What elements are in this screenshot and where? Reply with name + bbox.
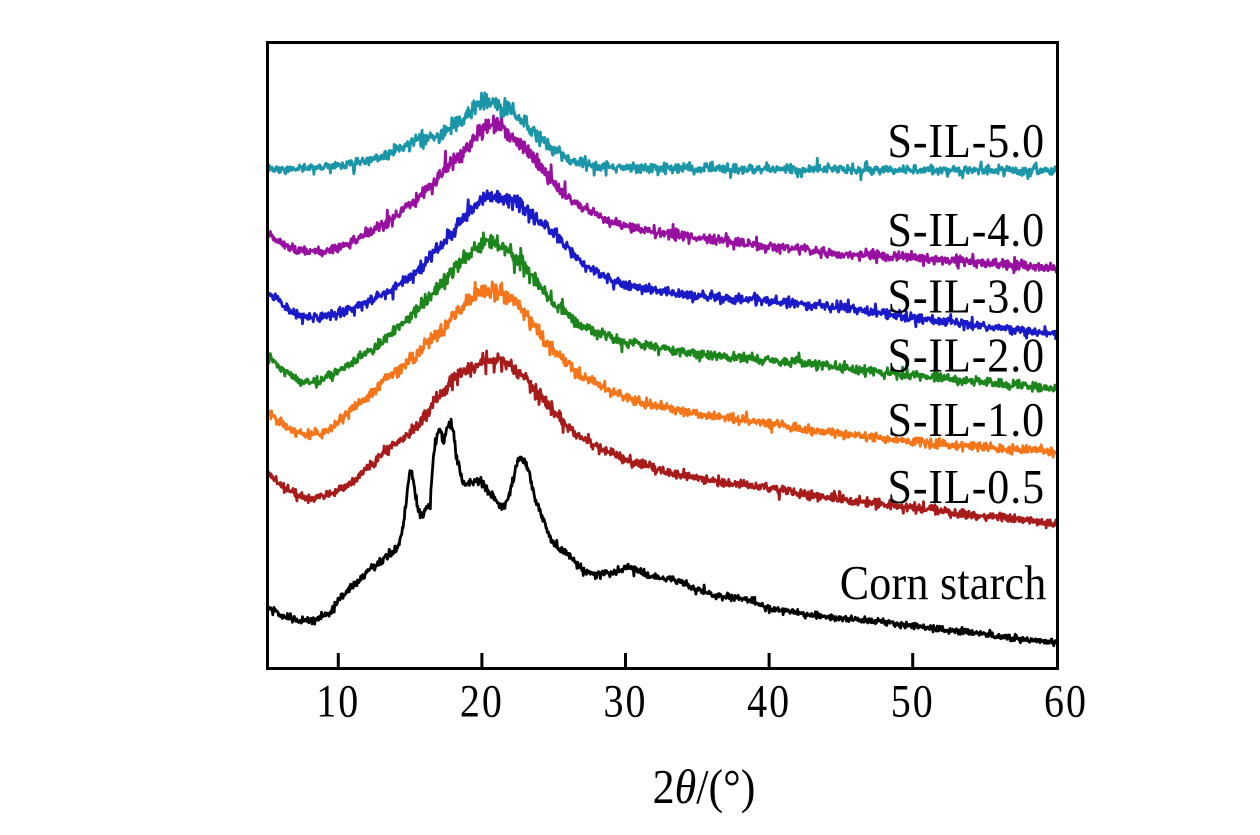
svg-text:2θ/(°): 2θ/(°) — [653, 761, 756, 814]
svg-text:20: 20 — [460, 676, 504, 728]
svg-text:S-IL-3.0: S-IL-3.0 — [887, 271, 1045, 324]
svg-text:30: 30 — [604, 676, 648, 728]
svg-text:60: 60 — [1044, 676, 1088, 728]
svg-text:S-IL-0.5: S-IL-0.5 — [887, 461, 1045, 514]
svg-text:S-IL-2.0: S-IL-2.0 — [887, 330, 1045, 383]
svg-text:S-IL-4.0: S-IL-4.0 — [887, 204, 1045, 257]
svg-text:50: 50 — [891, 676, 935, 728]
svg-text:40: 40 — [747, 676, 791, 728]
svg-text:S-IL-1.0: S-IL-1.0 — [887, 394, 1045, 447]
svg-text:S-IL-5.0: S-IL-5.0 — [887, 115, 1045, 168]
svg-text:10: 10 — [316, 676, 360, 728]
svg-text:Corn starch: Corn starch — [840, 557, 1047, 610]
